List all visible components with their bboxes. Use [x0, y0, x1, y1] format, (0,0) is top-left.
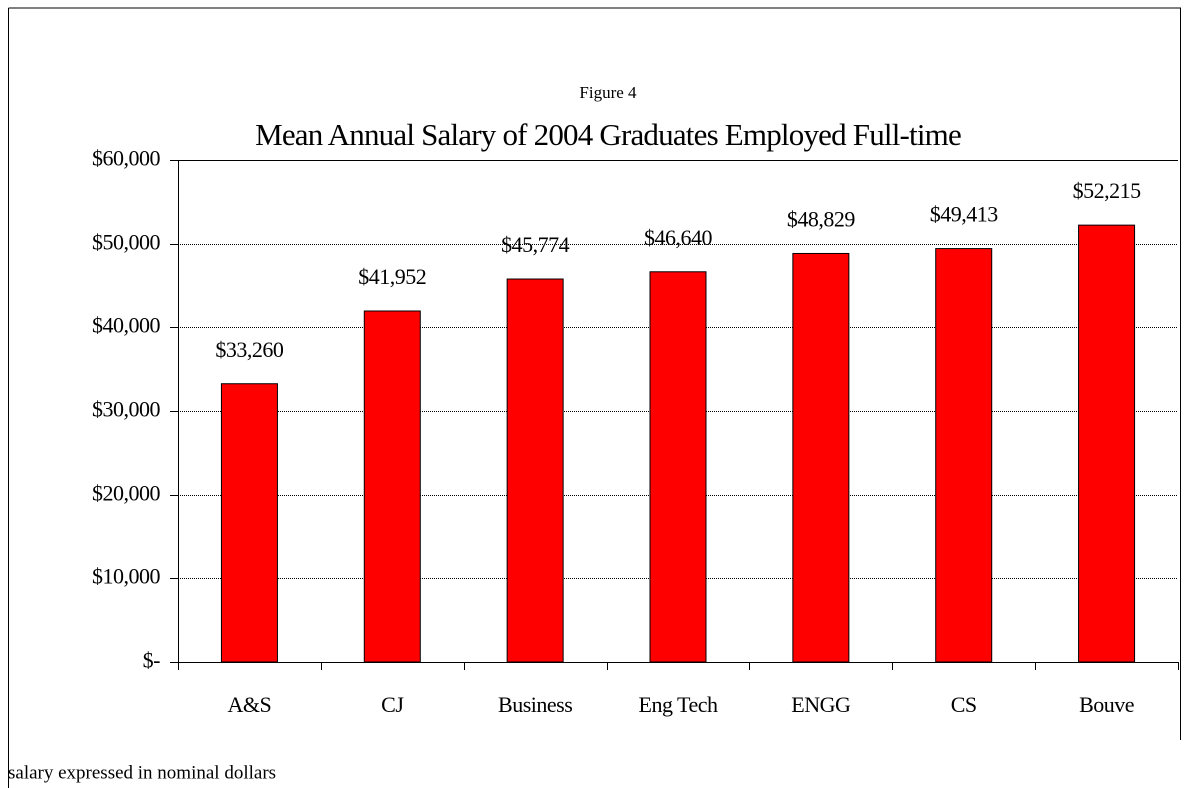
value-label: $48,829 — [787, 207, 856, 232]
chart-subtitle: Figure 4 — [579, 83, 637, 102]
annotation: salary expressed in nominal dollars — [8, 762, 276, 783]
bar — [935, 248, 993, 663]
y-tick-label: $- — [143, 648, 161, 673]
y-tick-label: $40,000 — [92, 313, 161, 338]
y-tick-label: $60,000 — [92, 146, 161, 171]
bar — [792, 252, 850, 663]
chart-title: Mean Annual Salary of 2004 Graduates Emp… — [255, 117, 961, 152]
value-label: $33,260 — [215, 337, 284, 362]
x-tick-label: Business — [498, 692, 572, 717]
value-label: $52,215 — [1073, 178, 1142, 203]
bar — [1078, 224, 1136, 663]
y-tick-label: $50,000 — [92, 230, 161, 255]
value-label: $49,413 — [930, 202, 999, 227]
bar — [220, 383, 278, 663]
x-tick-label: CS — [951, 692, 977, 717]
value-label: $45,774 — [501, 232, 570, 257]
bar — [649, 271, 707, 663]
y-tick-label: $10,000 — [92, 564, 161, 589]
x-tick-label: A&S — [228, 692, 272, 717]
y-tick-label: $30,000 — [92, 397, 161, 422]
bar — [506, 278, 564, 663]
x-tick-label: Bouve — [1079, 692, 1134, 717]
value-label: $46,640 — [644, 225, 713, 250]
y-tick-label: $20,000 — [92, 481, 161, 506]
x-tick-label: CJ — [381, 692, 404, 717]
x-tick-label: Eng Tech — [639, 692, 718, 717]
value-label: $41,952 — [358, 264, 426, 289]
bar — [363, 310, 421, 663]
x-tick-label: ENGG — [791, 692, 851, 717]
